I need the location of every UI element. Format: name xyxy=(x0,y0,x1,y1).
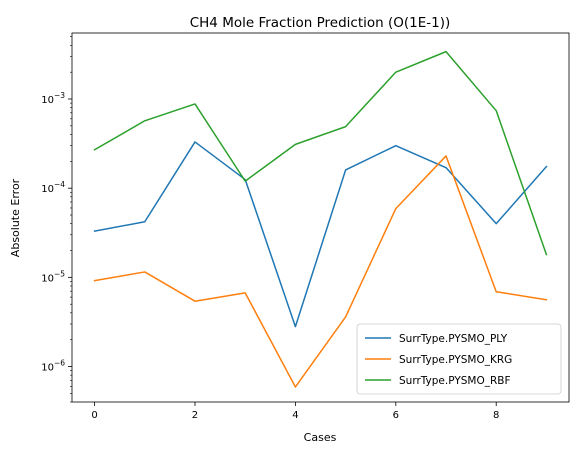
legend-label: SurrType.PYSMO_KRG xyxy=(399,354,512,366)
legend-box xyxy=(356,323,562,395)
x-tick-label: 0 xyxy=(91,410,97,421)
y-tick-label: 10−3 xyxy=(41,91,65,106)
y-tick-label: 10−5 xyxy=(41,269,65,284)
legend: SurrType.PYSMO_PLY SurrType.PYSMO_KRG Surr… xyxy=(356,323,562,395)
series-line-2 xyxy=(93,50,548,256)
series-line-1 xyxy=(93,155,548,388)
x-axis-ticks: 0 2 4 6 8 xyxy=(91,402,499,421)
y-axis-label: Absolute Error xyxy=(9,178,22,257)
x-tick-label: 8 xyxy=(493,410,499,421)
x-tick-label: 2 xyxy=(192,410,198,421)
y-axis-ticks: 10−6 10−5 10−4 10−3 xyxy=(41,36,72,403)
series-line-0 xyxy=(93,141,548,328)
legend-label: SurrType.PYSMO_PLY xyxy=(399,333,508,345)
x-tick-label: 4 xyxy=(292,410,298,421)
y-tick-label: 10−4 xyxy=(41,180,65,195)
series-lines xyxy=(93,50,548,388)
y-tick-label: 10−6 xyxy=(41,359,65,374)
chart-title: CH4 Mole Fraction Prediction (O(1E-1)) xyxy=(190,15,451,31)
plot-frame xyxy=(71,32,570,403)
legend-label: SurrType.PYSMO_RBF xyxy=(399,375,511,387)
x-axis-label: Cases xyxy=(304,431,337,444)
x-tick-label: 6 xyxy=(393,410,399,421)
